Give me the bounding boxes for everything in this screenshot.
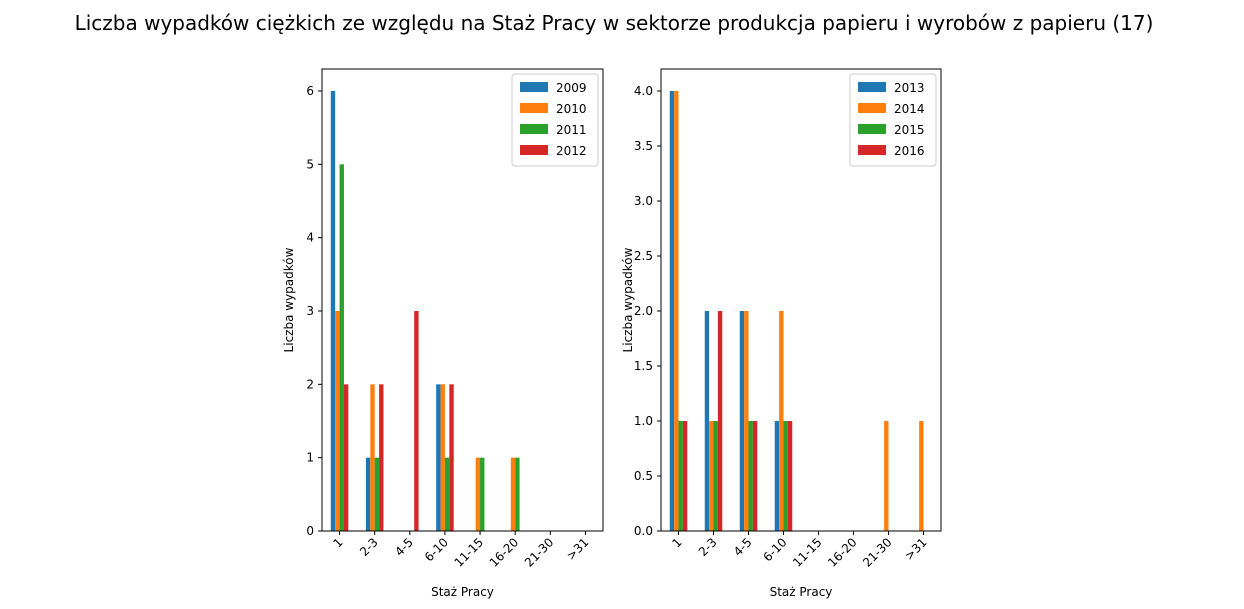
bar-2014->31	[919, 421, 924, 531]
bar-2015-2-3	[713, 421, 718, 531]
legend-label: 2016	[894, 144, 925, 158]
x-tick-label: 2-3	[357, 535, 381, 559]
legend-label: 2009	[556, 81, 587, 95]
y-tick-label: 3	[306, 304, 314, 318]
bar-2012-2-3	[379, 384, 384, 531]
legend: 2013 2014 2015 2016	[849, 73, 937, 167]
x-tick-label: 21-30	[522, 535, 557, 570]
x-tick-label: 21-30	[860, 535, 895, 570]
y-tick-label: 1.5	[634, 359, 653, 373]
bar-2011-2-3	[374, 457, 380, 531]
x-tick-label: 1	[330, 535, 345, 550]
bar-2015-6-10	[783, 421, 788, 531]
legend-label: 2014	[894, 102, 925, 116]
bar-2012-4-5	[414, 311, 419, 531]
bar-2011-6-10	[444, 457, 450, 531]
bar-2009-1	[330, 91, 336, 531]
legend-box	[511, 73, 599, 167]
legend-swatch-2014	[858, 103, 886, 113]
y-tick-label: 0.5	[634, 469, 653, 483]
x-tick-label: 16-20	[825, 535, 860, 570]
subplot-2: 0.0 0.5 1.0 1.5 2.0 2.5 3.0 3.5 4.0 1 2-3 4-5 6-10 11…	[621, 68, 942, 599]
bar-2010-2-3	[370, 384, 375, 531]
bar-2016-6-10	[787, 421, 793, 531]
legend-label: 2012	[556, 144, 587, 158]
legend-swatch-2009	[520, 82, 548, 92]
bar-2009-2-3	[365, 457, 371, 531]
plot-frame	[660, 68, 942, 532]
y-tick-label: 5	[306, 157, 314, 171]
bar-2009-6-10	[436, 384, 441, 531]
x-axis-label: Staż Pracy	[431, 585, 494, 599]
y-axis-label: Liczba wypadków	[282, 247, 296, 352]
legend-box	[849, 73, 937, 167]
y-tick-label: 4	[306, 231, 314, 245]
bar-2011-16-20	[515, 457, 520, 531]
bar-2012-1	[343, 384, 349, 531]
legend-label: 2015	[894, 123, 925, 137]
x-tick-label: 4-5	[731, 535, 755, 559]
bar-2014-21-30	[884, 421, 889, 531]
y-tick-label: 1.0	[634, 414, 653, 428]
y-tick-label: 3.5	[634, 139, 653, 153]
x-tick-label: 6-10	[422, 535, 451, 564]
y-tick-label: 3.0	[634, 194, 653, 208]
bar-2014-4-5	[744, 311, 749, 531]
x-tick-label: >31	[564, 535, 592, 563]
bar-2013-6-10	[774, 421, 780, 531]
legend-label: 2010	[556, 102, 587, 116]
legend-swatch-2015	[858, 124, 886, 134]
y-tick-label: 0.0	[634, 524, 653, 538]
bar-2014-2-3	[709, 421, 714, 531]
legend-swatch-2013	[858, 82, 886, 92]
x-tick-label: 4-5	[392, 535, 416, 559]
y-tick-label: 1	[306, 451, 314, 465]
y-tick-label: 4.0	[634, 84, 653, 98]
legend-swatch-2011	[520, 124, 548, 134]
x-tick-label: >31	[902, 535, 930, 563]
bar-2010-16-20	[510, 457, 516, 531]
bar-2013-4-5	[739, 311, 745, 531]
bar-2011-1	[339, 164, 344, 531]
figure-title: Liczba wypadków ciężkich ze względu na S…	[75, 11, 1154, 35]
subplot-1: 0 1 2 3 4 5 6 1 2-3 4-5 6-10 11-15 16-20 21-30 >31 Staż…	[282, 68, 604, 599]
y-tick-label: 2	[306, 377, 314, 391]
bar-2014-6-10	[779, 311, 784, 531]
y-tick-label: 2.5	[634, 249, 653, 263]
bar-2010-11-15	[475, 457, 481, 531]
y-tick-label: 2.0	[634, 304, 653, 318]
y-tick-label: 6	[306, 84, 314, 98]
y-tick-label: 0	[306, 524, 314, 538]
legend-swatch-2016	[858, 145, 886, 155]
bar-2016-1	[682, 421, 688, 531]
bar-2013-1	[669, 91, 675, 531]
bar-2011-11-15	[480, 457, 485, 531]
legend-swatch-2012	[520, 145, 548, 155]
legend-label: 2013	[894, 81, 925, 95]
x-tick-label: 11-15	[790, 535, 825, 570]
x-tick-label: 6-10	[760, 535, 789, 564]
legend: 2009 2010 2011 2012	[511, 73, 599, 167]
x-tick-label: 2-3	[696, 535, 720, 559]
legend-swatch-2010	[520, 103, 548, 113]
x-tick-label: 11-15	[452, 535, 487, 570]
bar-2015-4-5	[748, 421, 753, 531]
legend-label: 2011	[556, 123, 587, 137]
plot-frame	[321, 68, 604, 532]
x-axis-label: Staż Pracy	[770, 585, 833, 599]
bar-2016-2-3	[717, 311, 723, 531]
y-axis-label: Liczba wypadków	[621, 247, 635, 352]
bar-2014-1	[674, 91, 679, 531]
bar-2010-6-10	[440, 384, 445, 531]
bar-2015-1	[678, 421, 683, 531]
x-tick-label: 16-20	[487, 535, 522, 570]
bar-2012-6-10	[449, 384, 454, 531]
bar-2016-4-5	[752, 421, 758, 531]
bar-2010-1	[335, 311, 340, 531]
x-tick-label: 1	[669, 535, 684, 550]
bar-2013-2-3	[704, 311, 710, 531]
